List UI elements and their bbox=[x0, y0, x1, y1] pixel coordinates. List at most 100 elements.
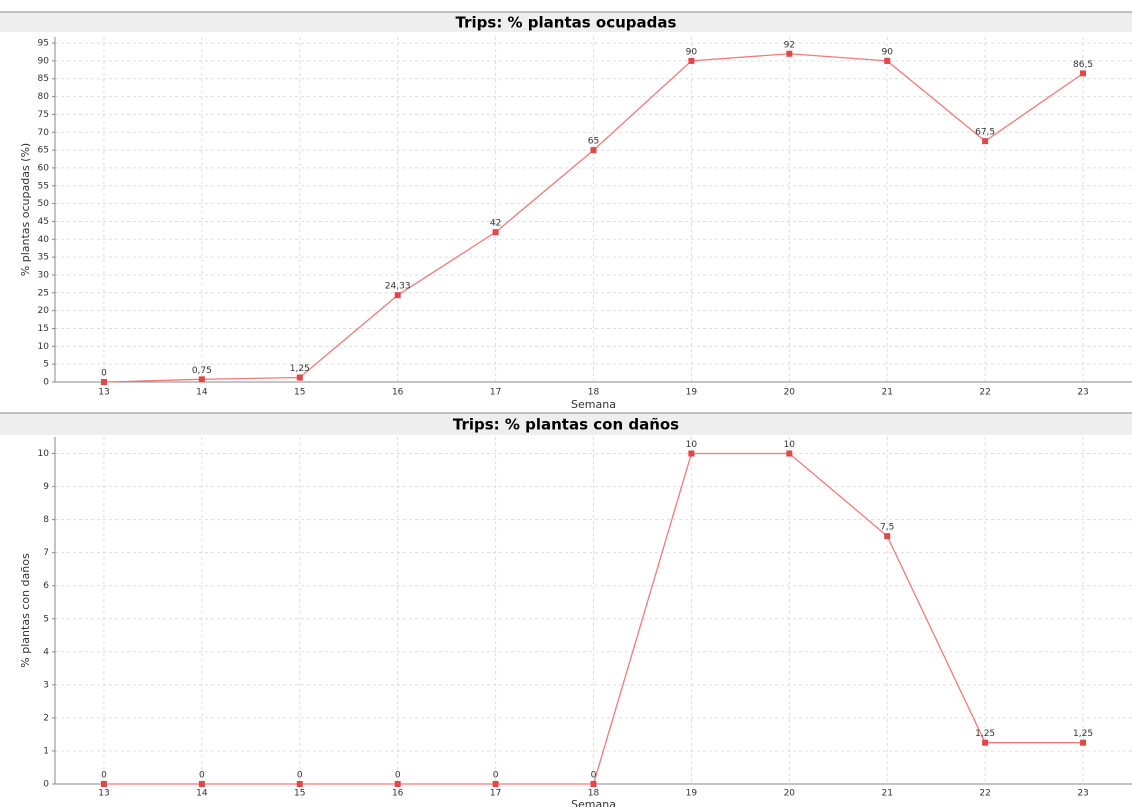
point-marker bbox=[394, 781, 401, 787]
plot-area bbox=[55, 37, 1132, 382]
x-tick-label: 23 bbox=[1077, 789, 1088, 799]
point-marker bbox=[688, 57, 695, 64]
data-label: 0 bbox=[101, 369, 107, 379]
y-tick-label: 0 bbox=[43, 378, 49, 388]
data-label: 0 bbox=[395, 771, 401, 781]
point-marker bbox=[1080, 739, 1087, 746]
point-marker bbox=[590, 781, 597, 787]
y-tick-label: 35 bbox=[38, 253, 49, 263]
y-tick-label: 0 bbox=[43, 780, 49, 790]
x-tick-label: 14 bbox=[196, 789, 208, 799]
x-tick-label: 15 bbox=[294, 388, 305, 398]
data-label: 90 bbox=[686, 47, 698, 57]
y-axis-label: % plantas ocupadas (%) bbox=[19, 143, 32, 276]
x-tick-label: 20 bbox=[784, 388, 796, 398]
y-tick-label: 25 bbox=[38, 288, 49, 298]
x-axis-label: Semana bbox=[571, 798, 616, 807]
y-tick-label: 90 bbox=[38, 56, 50, 66]
point-marker bbox=[590, 147, 597, 154]
y-tick-label: 30 bbox=[38, 270, 50, 280]
data-label: 1,25 bbox=[290, 364, 310, 374]
point-marker bbox=[982, 739, 989, 746]
point-marker bbox=[688, 450, 695, 457]
data-label: 0,75 bbox=[192, 366, 212, 376]
data-label: 0 bbox=[297, 771, 303, 781]
data-label: 65 bbox=[588, 137, 599, 147]
y-tick-label: 6 bbox=[43, 581, 49, 591]
x-tick-label: 13 bbox=[98, 388, 109, 398]
point-marker bbox=[296, 781, 303, 787]
y-tick-label: 75 bbox=[38, 110, 49, 120]
y-tick-label: 2 bbox=[43, 713, 49, 723]
x-tick-label: 18 bbox=[588, 388, 600, 398]
x-tick-label: 16 bbox=[392, 388, 404, 398]
point-marker bbox=[982, 138, 989, 145]
y-tick-label: 5 bbox=[43, 360, 49, 370]
point-marker bbox=[492, 781, 499, 787]
y-tick-label: 10 bbox=[38, 449, 50, 459]
y-tick-label: 20 bbox=[38, 306, 50, 316]
x-tick-label: 14 bbox=[196, 388, 208, 398]
y-tick-label: 1 bbox=[43, 746, 49, 756]
data-label: 86,5 bbox=[1073, 60, 1093, 70]
y-tick-label: 45 bbox=[38, 217, 49, 227]
y-tick-label: 5 bbox=[43, 614, 49, 624]
data-label: 67,5 bbox=[975, 128, 995, 138]
x-tick-label: 19 bbox=[686, 789, 698, 799]
data-label: 90 bbox=[882, 47, 894, 57]
data-label: 0 bbox=[199, 771, 205, 781]
point-marker bbox=[100, 379, 107, 385]
data-label: 0 bbox=[591, 771, 597, 781]
y-axis-label: % plantas con daños bbox=[19, 553, 32, 668]
y-tick-label: 4 bbox=[43, 647, 49, 657]
x-tick-label: 13 bbox=[98, 789, 109, 799]
y-tick-label: 8 bbox=[43, 515, 49, 525]
x-tick-label: 18 bbox=[588, 789, 600, 799]
chart-title: Trips: % plantas con daños bbox=[453, 416, 679, 434]
point-marker bbox=[786, 450, 793, 457]
x-tick-label: 17 bbox=[490, 789, 501, 799]
y-tick-label: 65 bbox=[38, 146, 49, 156]
point-marker bbox=[884, 533, 891, 540]
y-tick-label: 9 bbox=[43, 482, 49, 492]
x-tick-label: 23 bbox=[1077, 388, 1088, 398]
y-tick-label: 60 bbox=[38, 163, 50, 173]
point-marker bbox=[394, 292, 401, 299]
x-tick-label: 21 bbox=[882, 789, 893, 799]
data-label: 1,25 bbox=[1073, 729, 1093, 739]
point-marker bbox=[884, 57, 891, 64]
data-label: 92 bbox=[784, 40, 795, 50]
y-tick-label: 55 bbox=[38, 181, 49, 191]
y-tick-label: 7 bbox=[43, 548, 49, 558]
x-tick-label: 15 bbox=[294, 789, 305, 799]
title-band bbox=[0, 12, 1132, 32]
point-marker bbox=[100, 781, 107, 787]
point-marker bbox=[492, 229, 499, 236]
data-label: 1,25 bbox=[975, 729, 995, 739]
y-tick-label: 3 bbox=[43, 680, 49, 690]
point-marker bbox=[198, 376, 205, 383]
x-tick-label: 17 bbox=[490, 388, 501, 398]
y-tick-label: 40 bbox=[38, 235, 50, 245]
y-tick-label: 70 bbox=[38, 128, 50, 138]
y-tick-label: 80 bbox=[38, 92, 50, 102]
x-tick-label: 16 bbox=[392, 789, 404, 799]
title-band bbox=[0, 413, 1132, 435]
x-tick-label: 19 bbox=[686, 388, 698, 398]
point-marker bbox=[198, 781, 205, 787]
x-tick-label: 22 bbox=[979, 789, 990, 799]
y-tick-label: 50 bbox=[38, 199, 50, 209]
x-tick-label: 20 bbox=[784, 789, 796, 799]
y-tick-label: 95 bbox=[38, 39, 49, 49]
point-marker bbox=[786, 50, 793, 57]
chart-title: Trips: % plantas ocupadas bbox=[456, 14, 677, 32]
data-label: 24,33 bbox=[385, 282, 411, 292]
data-label: 7,5 bbox=[880, 523, 894, 533]
data-label: 0 bbox=[493, 771, 499, 781]
x-tick-label: 21 bbox=[882, 388, 893, 398]
y-tick-label: 15 bbox=[38, 324, 49, 334]
point-marker bbox=[1080, 70, 1087, 77]
y-tick-label: 85 bbox=[38, 74, 49, 84]
